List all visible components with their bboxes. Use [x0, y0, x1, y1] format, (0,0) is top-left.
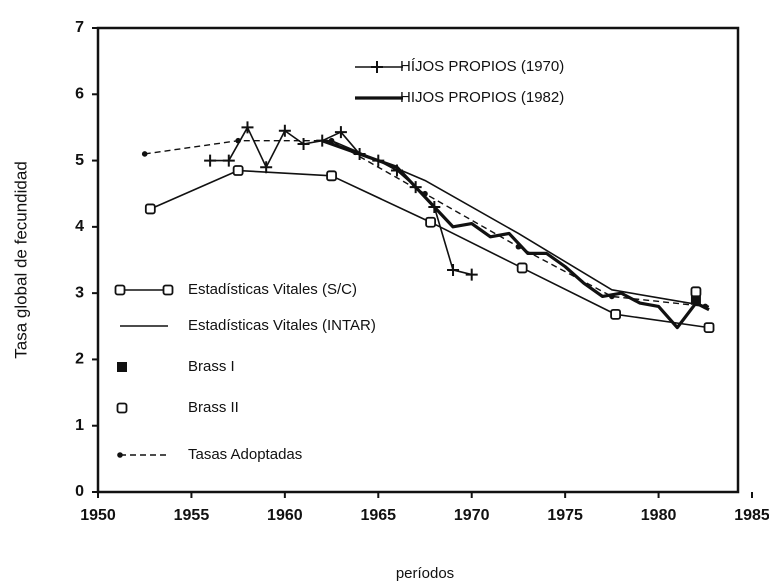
legend-label: Brass II: [188, 399, 239, 416]
square-marker: [114, 284, 126, 296]
plus-marker: [278, 124, 291, 137]
series-line: [321, 139, 710, 330]
y-axis-label: Tasa global de fecundidad: [11, 161, 30, 359]
square-marker: [690, 286, 702, 298]
x-tick-label: 1975: [547, 507, 583, 524]
square-marker: [232, 165, 244, 176]
legend-label: Brass I: [188, 358, 235, 375]
x-tick-label: 1965: [360, 507, 396, 524]
legend-label: Tasas Adoptadas: [188, 446, 302, 463]
legend-label: HIJOS PROPIOS (1982): [400, 89, 564, 106]
filled-square-marker: [117, 362, 127, 372]
dot-marker: [422, 190, 428, 197]
legend-label: HÍJOS PROPIOS (1970): [400, 58, 564, 75]
x-tick-label: 1960: [267, 507, 303, 524]
square-marker: [116, 402, 128, 414]
series-line: [210, 126, 472, 276]
legend-label: Estadísticas Vitales (S/C): [188, 281, 357, 298]
filled-square-marker: [690, 294, 701, 305]
y-tick-label: 4: [75, 218, 84, 235]
dot-marker: [609, 293, 615, 300]
plus-marker: [447, 263, 460, 276]
x-tick-label: 1985: [734, 507, 769, 524]
dot-marker: [235, 137, 241, 144]
square-marker: [425, 216, 437, 228]
series-line: [331, 139, 710, 308]
x-tick-label: 1970: [454, 507, 490, 524]
dot-marker: [141, 151, 148, 157]
x-tick-label: 1980: [641, 507, 677, 524]
plus-marker: [465, 268, 478, 281]
plus-marker: [204, 154, 217, 167]
y-tick-label: 0: [75, 483, 84, 500]
dot-marker: [515, 243, 522, 250]
dot-marker: [328, 137, 335, 144]
y-tick-label: 6: [75, 86, 84, 103]
plus-marker: [297, 138, 310, 150]
plus-marker: [241, 121, 254, 134]
y-tick-label: 5: [75, 152, 84, 169]
dot-marker: [702, 303, 709, 310]
y-tick-label: 3: [75, 284, 84, 301]
x-tick-label: 1955: [174, 507, 210, 524]
series-line: [149, 169, 710, 329]
square-marker: [516, 262, 528, 274]
legend-label: Estadísticas Vitales (INTAR): [188, 317, 376, 334]
square-marker: [703, 322, 715, 334]
plot-frame: [96, 26, 740, 494]
y-tick-label: 2: [75, 351, 84, 368]
square-marker: [610, 308, 621, 320]
plus-marker: [334, 126, 347, 139]
y-tick-label: 1: [75, 417, 84, 434]
x-tick-label: 1950: [80, 507, 116, 524]
square-marker: [144, 203, 156, 215]
dot-marker: [117, 452, 123, 458]
square-marker: [326, 170, 337, 182]
x-axis-label: períodos: [396, 565, 454, 582]
plus-marker: [222, 154, 235, 167]
plus-marker: [371, 61, 383, 73]
y-tick-label: 7: [75, 19, 84, 36]
square-marker: [162, 284, 174, 296]
plus-marker: [260, 161, 273, 174]
